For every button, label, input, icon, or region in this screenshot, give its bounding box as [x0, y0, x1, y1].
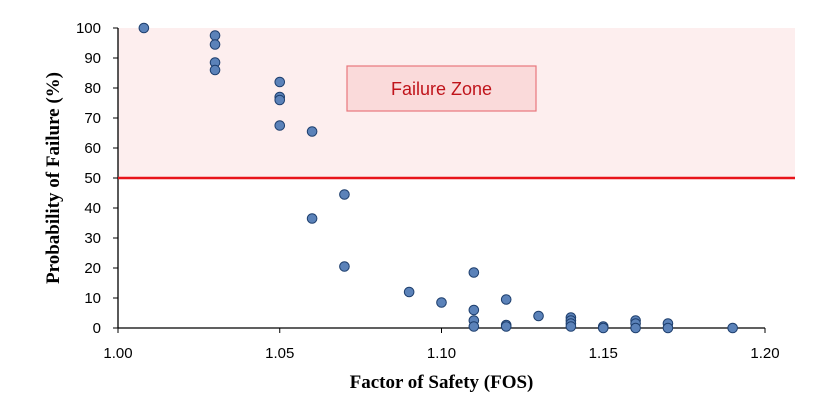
x-axis-ticks: 1.00 1.05 1.10 1.15 1.20 [103, 328, 780, 362]
failure-zone-label-box [346, 65, 537, 112]
y-tick-label: 70 [84, 110, 101, 127]
y-tick-label: 30 [84, 230, 101, 247]
data-point [339, 261, 350, 272]
data-point [306, 126, 318, 137]
y-axis-title: Probability of Failure (%) [43, 72, 64, 284]
x-tick-label: 1.10 [427, 345, 456, 362]
data-point [339, 189, 350, 200]
data-point [274, 120, 286, 131]
y-tick-label: 20 [84, 260, 101, 277]
x-tick-label: 1.20 [750, 345, 779, 362]
x-tick-label: 1.15 [589, 345, 618, 362]
data-point [436, 297, 447, 308]
data-point [209, 39, 221, 50]
y-tick-label: 90 [84, 50, 101, 67]
data-point [306, 213, 318, 224]
data-point [500, 321, 512, 332]
data-point [597, 322, 609, 334]
y-tick-label: 0 [93, 320, 101, 337]
y-tick-label: 10 [84, 290, 101, 307]
data-point [662, 322, 674, 334]
data-point [468, 304, 480, 316]
y-tick-label: 40 [84, 200, 101, 217]
y-tick-label: 60 [84, 140, 101, 157]
data-point [138, 22, 150, 34]
data-point [500, 294, 512, 305]
data-points [138, 22, 738, 334]
data-point [468, 321, 480, 332]
data-point [274, 94, 286, 106]
x-axis-title: Factor of Safety (FOS) [350, 372, 534, 393]
data-point [209, 30, 221, 41]
data-point [274, 76, 286, 88]
data-point [565, 321, 577, 332]
y-tick-label: 100 [76, 20, 101, 37]
x-tick-label: 1.05 [265, 345, 294, 362]
y-axis-ticks: 0 10 20 30 40 50 60 70 80 90 100 [76, 20, 118, 337]
x-tick-label: 1.00 [103, 345, 132, 362]
data-point [630, 322, 641, 334]
data-point [533, 310, 544, 322]
data-point [727, 322, 738, 334]
y-tick-label: 80 [84, 80, 101, 97]
y-tick-label: 50 [84, 170, 101, 187]
data-point [468, 267, 480, 278]
failure-zone-label: Failure Zone [391, 79, 492, 99]
data-point [209, 64, 221, 76]
data-point [403, 286, 415, 298]
